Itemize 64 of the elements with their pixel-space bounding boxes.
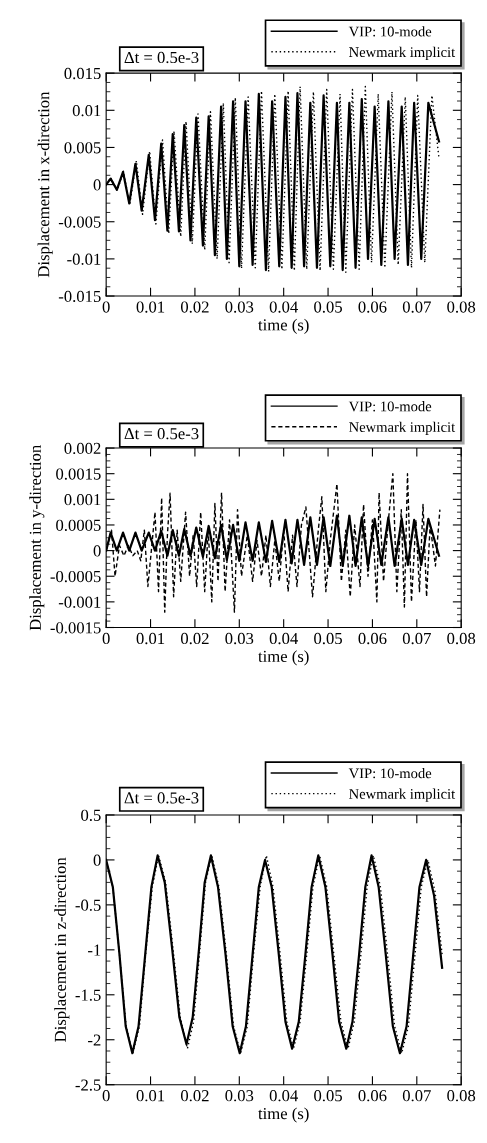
- x-tick-label: 0.08: [447, 301, 476, 313]
- x-tick-label: 0: [102, 632, 110, 645]
- y-tick-label: -1: [88, 944, 101, 956]
- legend-label: VIP: 10-mode: [348, 26, 432, 37]
- x-tick-label: 0.02: [180, 632, 209, 645]
- x-tick-label: 0: [102, 301, 110, 313]
- y-tick-label: 0: [93, 179, 101, 191]
- x-tick-label: 0.06: [358, 1090, 387, 1102]
- x-tick-label: 0.08: [447, 1090, 476, 1102]
- y-tick-label: -0.0015: [50, 622, 101, 634]
- y-tick-label: -0.001: [58, 596, 101, 608]
- legend-label: VIP: 10-mode: [348, 401, 432, 412]
- y-tick-label: -0.015: [58, 290, 101, 303]
- y-tick-label: 0: [93, 854, 101, 866]
- x-tick-label: 0.06: [358, 632, 387, 645]
- y-tick-label: -0.0005: [50, 570, 101, 583]
- x-tick-label: 0.07: [402, 632, 431, 645]
- x-tick-label: 0.05: [314, 1090, 342, 1102]
- x-tick-label: 0.07: [402, 1090, 431, 1102]
- x-axis-title: time (s): [258, 318, 309, 334]
- y-tick-label: -0.5: [75, 899, 101, 911]
- y-tick-label: -0.005: [58, 216, 101, 228]
- y-tick-label: 0.001: [64, 494, 101, 506]
- y-tick-label: 0.002: [64, 442, 101, 455]
- x-tick-label: 0.02: [180, 301, 209, 313]
- legend-label: Newmark implicit: [349, 46, 456, 61]
- y-tick-label: 0.0005: [56, 519, 101, 531]
- x-tick-label: 0.01: [136, 1090, 165, 1102]
- x-tick-label: 0.04: [269, 1090, 298, 1102]
- legend-label: VIP: 10-mode: [348, 768, 432, 779]
- y-axis-title: Displacement in x-direction: [37, 91, 53, 278]
- y-tick-label: -2: [88, 1034, 101, 1046]
- text: Δt = 0.5e-3: [124, 428, 199, 440]
- x-axis-title: time (s): [258, 1107, 309, 1123]
- x-tick-label: 0.04: [269, 301, 298, 313]
- x-tick-label: 0: [102, 1090, 110, 1102]
- y-tick-label: 0: [93, 545, 101, 557]
- legend-label: Newmark implicit: [349, 788, 456, 802]
- y-tick-label: -2.5: [75, 1079, 101, 1091]
- y-axis-title: Displacement in z-direction: [54, 857, 70, 1042]
- x-tick-label: 0.02: [180, 1090, 209, 1102]
- x-tick-label: 0.04: [269, 632, 298, 645]
- x-tick-label: 0.08: [447, 632, 476, 645]
- y-tick-label: 0.0015: [56, 468, 101, 480]
- x-tick-label: 0.03: [225, 1090, 254, 1102]
- x-axis-title: time (s): [258, 650, 309, 666]
- x-tick-label: 0.05: [314, 301, 342, 313]
- x-tick-label: 0.07: [402, 301, 431, 313]
- x-tick-label: 0.03: [225, 301, 254, 313]
- y-tick-label: -0.01: [67, 253, 101, 265]
- y-tick-label: 0.5: [81, 809, 101, 821]
- y-tick-label: -1.5: [75, 989, 101, 1001]
- y-tick-label: 0.005: [64, 142, 101, 154]
- y-tick-label: 0.01: [72, 105, 101, 117]
- x-tick-label: 0.03: [225, 632, 254, 645]
- x-tick-label: 0.01: [136, 632, 165, 645]
- x-tick-label: 0.01: [136, 301, 165, 313]
- text: Δt = 0.5e-3: [124, 792, 199, 804]
- text: Δt = 0.5e-3: [124, 51, 199, 64]
- y-axis-title: Displacement in y-direction: [29, 445, 45, 631]
- y-tick-label: 0.015: [64, 67, 101, 80]
- x-tick-label: 0.05: [314, 632, 342, 645]
- x-tick-label: 0.06: [358, 301, 387, 313]
- legend-label: Newmark implicit: [349, 421, 456, 435]
